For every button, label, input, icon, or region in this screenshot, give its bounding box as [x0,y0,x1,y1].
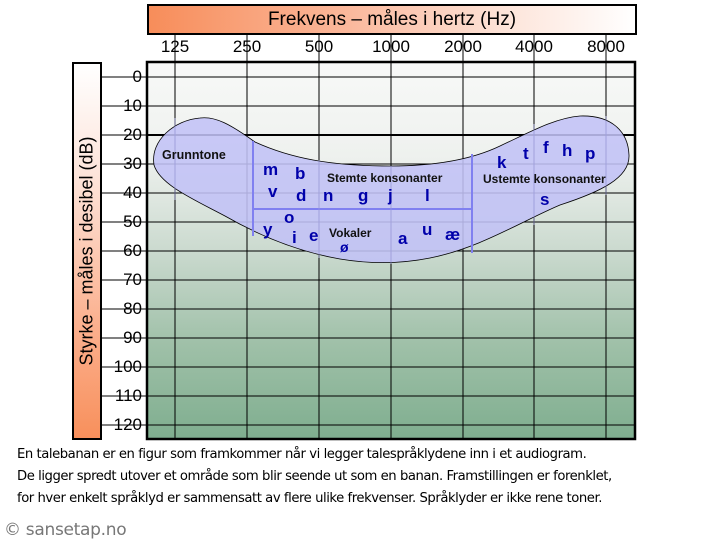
caption-text: En talebanan er en figur som framkommer … [17,444,612,510]
caption-line-2: De ligger spredt utover et område som bl… [17,469,612,484]
svg-text:e: e [309,226,318,245]
svg-text:t: t [523,144,529,163]
label-vokaler: Vokaler [329,226,372,240]
svg-text:j: j [387,186,393,205]
plot-border [145,60,637,441]
banana-dividers [252,141,473,253]
svg-text:h: h [562,141,572,160]
svg-text:i: i [292,228,297,247]
svg-text:a: a [398,229,408,248]
svg-text:o: o [284,208,294,227]
svg-text:u: u [422,220,432,239]
svg-text:æ: æ [445,225,460,244]
phoneme-labels: m b v d n g j l y o i e ø a u æ k t f h … [263,138,595,255]
caption-line-3: for hver enkelt språklyd er sammensatt a… [17,491,602,506]
svg-text:m: m [263,160,278,179]
svg-text:ø: ø [340,239,349,255]
svg-text:f: f [543,138,549,157]
svg-text:d: d [296,186,306,205]
svg-text:y: y [263,220,273,239]
svg-text:s: s [540,190,549,209]
svg-text:v: v [268,182,278,201]
svg-text:k: k [497,153,507,172]
svg-text:l: l [425,186,430,205]
freq-ticks [174,33,607,62]
frequency-axis-title: Frekvens – måles i hertz (Hz) [147,4,637,35]
svg-text:b: b [295,164,305,183]
svg-text:g: g [358,186,368,205]
copyright-footer: © sansetap.no [4,520,127,540]
svg-text:n: n [323,186,333,205]
label-grunntone: Grunntone [162,148,226,162]
svg-text:p: p [585,144,595,163]
label-ustemte-konsonanter: Ustemte konsonanter [483,172,606,186]
db-ticks [101,76,147,426]
label-stemte-konsonanter: Stemte konsonanter [327,171,443,185]
caption-line-1: En talebanan er en figur som framkommer … [17,447,587,462]
